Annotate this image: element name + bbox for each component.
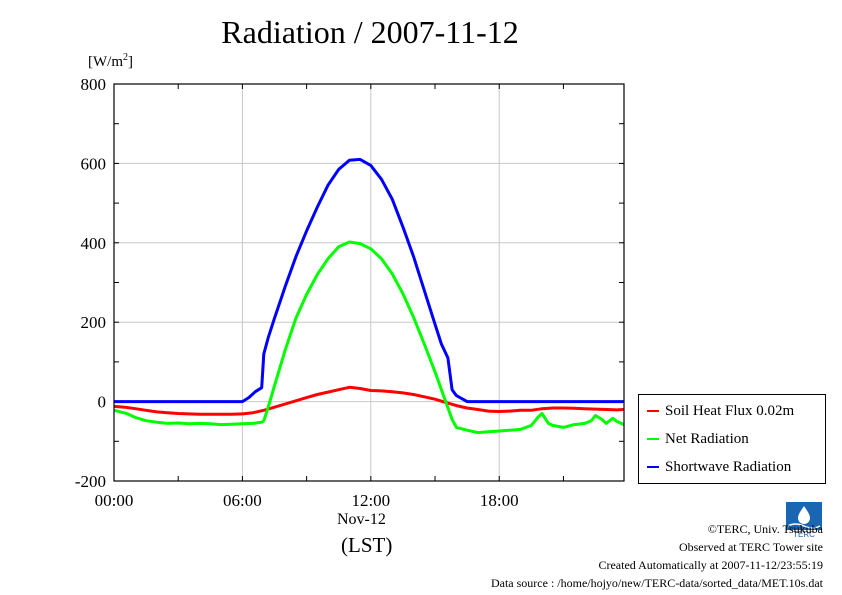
legend-item-soil-heat-flux: Soil Heat Flux 0.02m: [647, 401, 794, 421]
legend-item-shortwave-radiation: Shortwave Radiation: [647, 457, 791, 477]
footer-data-source: Data source : /home/hojyo/new/TERC-data/…: [490, 576, 823, 590]
series-line-soil-heat-flux-0-02m: [113, 385, 625, 416]
y-tick-label: 400: [81, 234, 107, 253]
footer-copyright: ©TERC, Univ. Tsukuba: [707, 522, 823, 536]
legend-swatch-net-radiation: [647, 438, 659, 440]
y-tick-label: 0: [98, 393, 107, 412]
y-axis-unit: [W/m2]: [88, 52, 133, 70]
plot-frame: [113, 83, 625, 482]
x-tick-label: 06:00: [223, 491, 262, 510]
legend-label-soil-heat-flux: Soil Heat Flux 0.02m: [665, 402, 795, 419]
terc-logo-icon: TERC: [786, 502, 822, 538]
x-tick-label: 00:00: [95, 491, 134, 510]
legend-item-net-radiation: Net Radiation: [647, 429, 749, 449]
svg-text:TERC: TERC: [793, 530, 815, 538]
legend-label-net-radiation: Net Radiation: [665, 430, 749, 447]
x-tick-label: 12:00: [351, 491, 390, 510]
chart-title: Radiation / 2007-11-12: [221, 14, 519, 50]
x-axis-label: (LST): [341, 533, 393, 557]
legend-swatch-soil-heat-flux: [647, 410, 659, 412]
footer-created: Created Automatically at 2007-11-12/23:5…: [598, 558, 823, 572]
legend-label-shortwave-radiation: Shortwave Radiation: [665, 458, 792, 475]
series-line-shortwave-radiation: [114, 157, 624, 404]
y-tick-label: 800: [81, 75, 107, 94]
footer-observed: Observed at TERC Tower site: [678, 540, 823, 554]
legend: Soil Heat Flux 0.02m Net Radiation Short…: [638, 394, 826, 484]
y-tick-label: -200: [75, 472, 106, 491]
y-tick-label: 600: [81, 154, 107, 173]
x-date-label: Nov-12: [337, 511, 386, 528]
x-tick-label: 18:00: [480, 491, 519, 510]
series-line-net-radiation: [113, 240, 625, 435]
legend-swatch-shortwave-radiation: [647, 466, 659, 468]
y-tick-label: 200: [81, 313, 107, 332]
